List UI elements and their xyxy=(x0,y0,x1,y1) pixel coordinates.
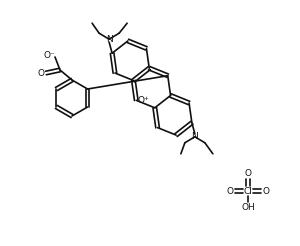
Text: N: N xyxy=(191,132,198,141)
Text: Cl: Cl xyxy=(244,186,252,196)
Text: OH: OH xyxy=(241,203,255,213)
Text: O: O xyxy=(226,186,233,196)
Text: O⁺: O⁺ xyxy=(137,96,149,105)
Text: O⁻: O⁻ xyxy=(43,50,55,60)
Text: O: O xyxy=(38,68,44,77)
Text: O: O xyxy=(262,186,269,196)
Text: O: O xyxy=(244,169,251,179)
Text: N: N xyxy=(106,35,112,44)
